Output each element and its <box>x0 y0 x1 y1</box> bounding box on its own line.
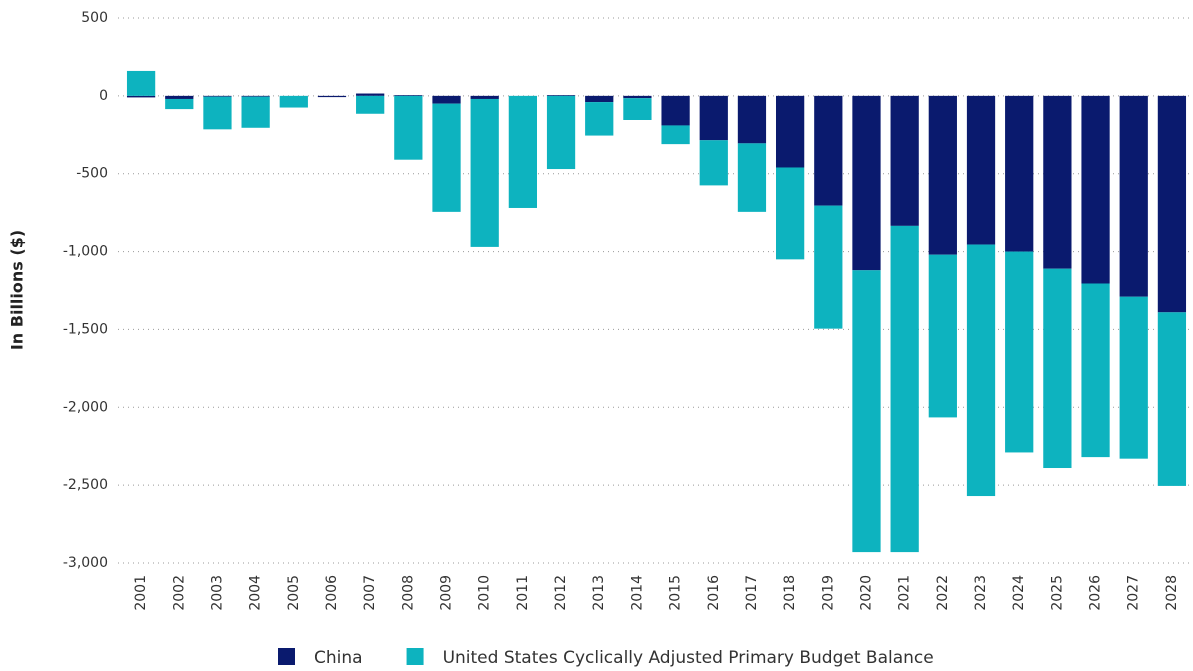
x-tick-label: 2025 <box>1049 575 1065 611</box>
bar <box>356 95 385 114</box>
bar <box>1119 296 1148 459</box>
bar <box>852 95 881 271</box>
x-tick-label: 2023 <box>973 575 989 611</box>
bar <box>699 95 728 141</box>
bar <box>1005 251 1034 453</box>
bar <box>279 95 308 108</box>
bar <box>203 96 232 130</box>
bar <box>546 95 576 170</box>
x-tick-label: 2003 <box>209 575 225 611</box>
bar <box>470 98 499 247</box>
x-tick-label: 2024 <box>1011 575 1027 611</box>
x-tick-label: 2017 <box>744 575 760 611</box>
bar <box>203 95 232 97</box>
x-tick-label: 2013 <box>591 575 607 611</box>
x-tick-label: 2004 <box>248 575 264 611</box>
x-tick-label: 2022 <box>935 575 951 611</box>
legend-swatch <box>406 648 424 665</box>
bar <box>852 270 881 553</box>
bar <box>585 102 614 136</box>
x-tick-label: 2021 <box>897 575 913 611</box>
bar <box>585 95 614 103</box>
bar <box>317 95 347 98</box>
y-tick-label: -1,500 <box>63 321 108 337</box>
x-tick-label: 2010 <box>477 575 493 611</box>
x-tick-label: 2018 <box>782 575 798 611</box>
x-tick-label: 2028 <box>1164 575 1180 611</box>
y-tick-label: 500 <box>81 10 108 26</box>
bar <box>775 167 805 260</box>
x-tick-label: 2009 <box>439 575 455 611</box>
bar <box>737 143 767 212</box>
bar <box>1081 283 1110 458</box>
bar <box>470 95 499 99</box>
bar <box>966 95 996 245</box>
x-tick-label: 2015 <box>668 575 684 611</box>
x-tick-label: 2012 <box>553 575 569 611</box>
bar <box>165 95 194 99</box>
legend-swatch <box>278 648 295 665</box>
y-tick-label: -2,500 <box>63 477 108 493</box>
x-tick-label: 2001 <box>133 575 149 611</box>
legend-label: United States Cyclically Adjusted Primar… <box>443 648 934 668</box>
x-tick-label: 2014 <box>629 575 645 611</box>
bar <box>699 140 728 186</box>
bar <box>623 98 652 120</box>
bar <box>661 125 690 145</box>
x-tick-label: 2011 <box>515 575 531 611</box>
x-tick-label: 2026 <box>1088 575 1104 611</box>
bar <box>165 98 194 110</box>
bar <box>1157 312 1187 486</box>
x-tick-label: 2005 <box>286 575 302 611</box>
bar <box>623 95 652 99</box>
bar <box>1081 95 1110 284</box>
bar <box>890 225 919 553</box>
bar <box>1157 95 1187 313</box>
bar <box>814 205 843 329</box>
bar <box>508 95 538 208</box>
x-tick-label: 2019 <box>820 575 836 611</box>
bar <box>432 103 461 212</box>
bar <box>126 70 156 96</box>
x-tick-label: 2016 <box>706 575 722 611</box>
bar <box>1119 95 1148 297</box>
y-tick-label: 0 <box>99 88 108 104</box>
bar <box>1005 95 1034 252</box>
bar <box>394 95 423 160</box>
y-axis-title: In Billions ($) <box>8 230 27 350</box>
x-tick-label: 2020 <box>858 575 874 611</box>
x-tick-label: 2006 <box>324 575 340 611</box>
y-tick-label: -1,000 <box>63 244 108 260</box>
bar <box>928 254 957 418</box>
bar <box>356 93 385 96</box>
bar <box>890 95 919 226</box>
bar <box>241 95 270 97</box>
bar <box>1043 95 1072 269</box>
x-tick-label: 2027 <box>1126 575 1142 611</box>
bar <box>661 95 690 126</box>
x-tick-label: 2002 <box>171 575 187 611</box>
legend-label: China <box>314 648 363 668</box>
x-tick-label: 2008 <box>400 575 416 611</box>
bar <box>546 95 576 96</box>
bar <box>775 95 805 168</box>
bar <box>394 95 423 96</box>
y-tick-label: -3,000 <box>63 555 108 571</box>
bar <box>126 95 156 98</box>
bar <box>737 95 767 144</box>
y-tick-label: -2,000 <box>63 399 108 415</box>
bar <box>928 95 957 255</box>
x-tick-label: 2007 <box>362 575 378 611</box>
bar <box>1043 268 1072 469</box>
bar <box>966 244 996 497</box>
bar <box>432 95 461 104</box>
y-tick-label: -500 <box>76 166 108 182</box>
bar <box>241 96 270 128</box>
bar <box>814 95 843 206</box>
